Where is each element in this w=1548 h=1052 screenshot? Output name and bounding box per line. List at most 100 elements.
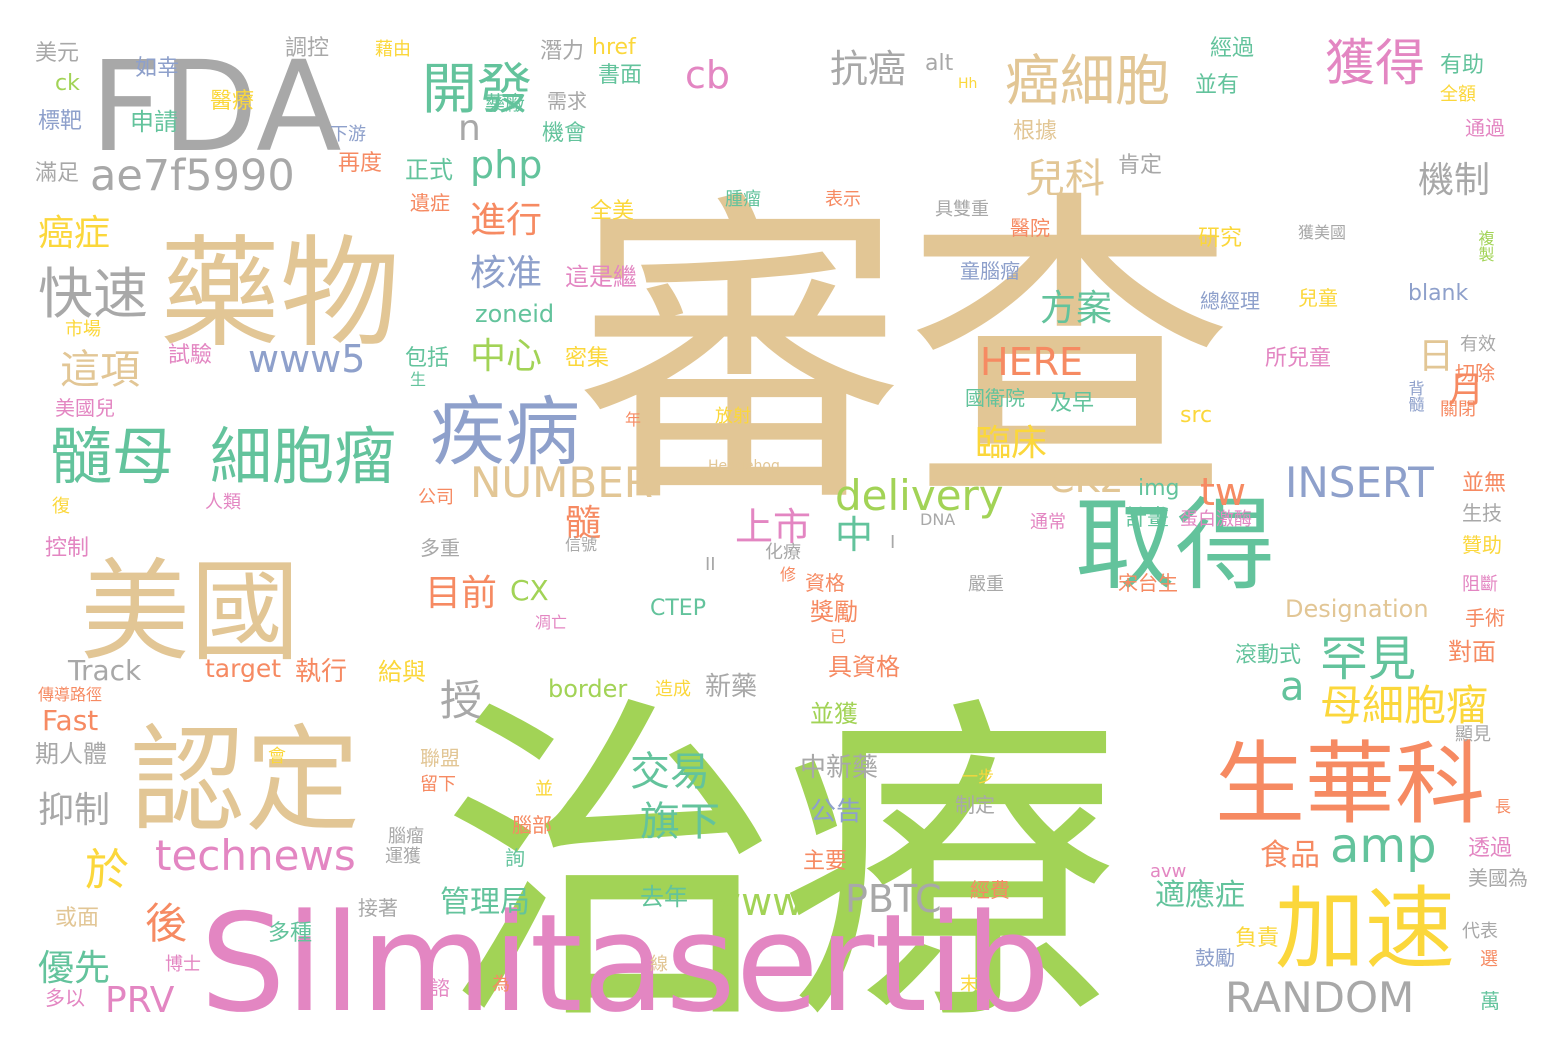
word-item: 具雙重 <box>935 199 989 220</box>
word-item: 加速 <box>1275 877 1455 982</box>
word-item: 末 <box>960 974 978 995</box>
word-item: Designation <box>1285 595 1429 623</box>
word-item: Track <box>67 654 142 687</box>
word-item: php <box>470 143 542 187</box>
word-item: blank <box>1408 281 1469 306</box>
word-item: 開發 <box>422 57 532 121</box>
word-item: 阻斷 <box>1462 574 1498 595</box>
word-item: 審查 <box>575 164 1235 548</box>
word-item: 復 <box>52 496 70 517</box>
word-item: 醫療 <box>210 89 254 114</box>
word-item: 諮 <box>430 976 450 1000</box>
word-item: 一步 <box>962 767 994 786</box>
word-item: RANDOM <box>1225 973 1414 1022</box>
word-item: 嚴重 <box>968 574 1004 595</box>
word-item: 腦部 <box>512 813 552 837</box>
word-item: 鼓勵 <box>1195 946 1235 970</box>
word-item: 聯盟 <box>420 746 460 770</box>
word-item: Silmitasertib <box>200 885 1050 1042</box>
word-item: 經費 <box>970 878 1010 902</box>
word-item: 留下 <box>420 774 456 795</box>
word-item: 研究 <box>1198 226 1242 251</box>
word-item: 癌細胞 <box>1005 49 1170 113</box>
word-item: 期人體 <box>35 740 107 768</box>
word-item: src <box>1180 403 1212 428</box>
word-item: 滿足 <box>35 161 79 186</box>
word-item: 優先 <box>38 948 110 989</box>
word-item: 認定 <box>130 714 360 848</box>
word-item: 給與 <box>378 658 426 686</box>
word-item: 方案 <box>1040 288 1112 329</box>
word-item: 負責 <box>1235 926 1279 951</box>
word-item: amp <box>1330 818 1437 874</box>
word-item: 醫院 <box>1010 216 1050 240</box>
word-item: Fast <box>42 704 98 737</box>
word-item: img <box>1138 476 1180 501</box>
word-item: 如幸 <box>135 56 179 81</box>
word-item: 這項 <box>60 347 140 393</box>
word-item: 抗癌 <box>830 47 906 91</box>
word-item: cb <box>685 53 730 97</box>
word-item: 切除 <box>1455 361 1495 385</box>
word-item: 日 <box>1418 336 1454 377</box>
word-item: 通常 <box>1030 512 1066 533</box>
word-item: 藉由 <box>375 39 411 60</box>
word-item: 抑制 <box>38 790 110 831</box>
word-item: alt <box>925 51 954 76</box>
word-item: delivery <box>835 471 1004 520</box>
word-item: 正式 <box>405 156 453 184</box>
word-item: 滾動式 <box>1235 643 1301 668</box>
word-item: 密集 <box>565 346 609 371</box>
word-item: 透過 <box>1468 836 1512 861</box>
word-item: 進行 <box>470 200 542 241</box>
word-item: 化療 <box>765 542 801 563</box>
word-item: 申請 <box>130 108 178 136</box>
word-item: 生華科 <box>1215 732 1485 837</box>
word-item: 有效 <box>1460 334 1496 355</box>
word-item: CTEP <box>650 596 706 621</box>
word-item: 詢 <box>505 846 525 870</box>
word-item: 潛力 <box>540 39 584 64</box>
word-item: 這是繼 <box>565 263 637 291</box>
word-item: 及早 <box>1050 391 1094 416</box>
word-item: 通過 <box>1465 116 1505 140</box>
word-item: 機會 <box>542 121 586 146</box>
word-item: 人類 <box>205 492 241 513</box>
word-item: 並 <box>535 779 553 800</box>
word-item: 已 <box>830 627 846 646</box>
word-item: 試驗 <box>168 343 212 368</box>
word-item: 接著 <box>358 896 398 920</box>
word-item: 制定 <box>955 793 995 817</box>
word-item: 手術 <box>1465 606 1505 630</box>
word-item: 肯定 <box>1118 153 1162 178</box>
word-item: 美國為 <box>1468 866 1528 890</box>
word-item: 上市 <box>735 505 811 549</box>
word-item: 運獲 <box>385 846 421 867</box>
word-item: href <box>592 35 637 60</box>
word-item: 並有 <box>1195 73 1239 98</box>
word-item: 並獲 <box>810 700 858 728</box>
word-item: 表示 <box>825 189 861 210</box>
word-item: 食品 <box>1260 838 1320 873</box>
word-item: 適應症 <box>1155 878 1245 913</box>
word-item: 長 <box>1495 797 1511 816</box>
word-item: 多重 <box>420 536 460 560</box>
word-item: 蛋白激酶 <box>1180 509 1252 530</box>
word-item: ae7f5990 <box>90 151 295 201</box>
word-item: 藥物 <box>160 225 400 364</box>
word-item: 管理局 <box>440 885 530 920</box>
word-item: 全美 <box>590 199 634 224</box>
word-item: 國衛院 <box>965 386 1025 410</box>
word-item: 再度 <box>338 151 382 176</box>
word-item: 宋台生 <box>1118 571 1178 595</box>
word-item: FDA <box>90 35 341 180</box>
word-item: technews <box>155 831 356 880</box>
word-item: 總經理 <box>1200 289 1260 313</box>
word-item: 月 <box>1448 370 1484 411</box>
word-item: Hh <box>958 76 977 92</box>
word-item: 有助 <box>1440 53 1484 78</box>
word-item: 選 <box>1480 949 1498 970</box>
word-item: 去年 <box>640 883 688 911</box>
word-item: 髓 <box>565 503 601 544</box>
